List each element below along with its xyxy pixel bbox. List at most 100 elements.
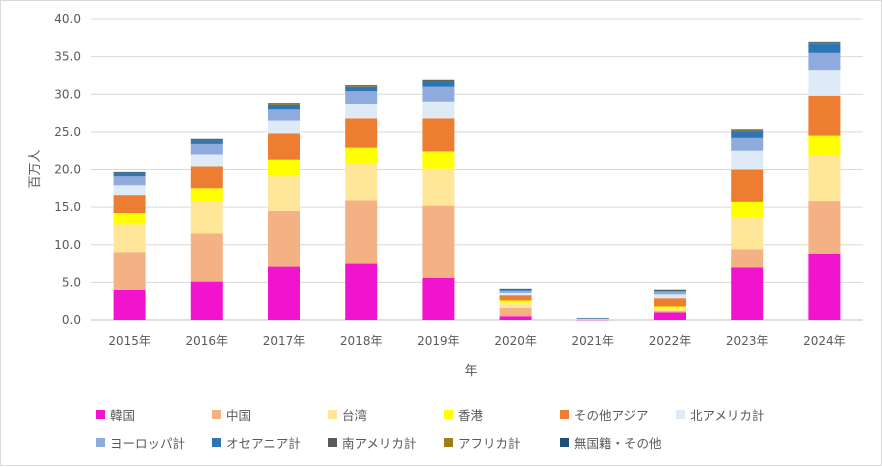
y-tick-label: 15.0 [54, 200, 81, 214]
bar-segment [808, 41, 841, 43]
bar-segment [731, 201, 764, 218]
bar-segment [268, 133, 300, 160]
x-axis-title: 年 [464, 364, 477, 379]
legend-item: 南アメリカ計 [328, 433, 416, 452]
bar-segment [731, 169, 764, 202]
x-tick-label: 2020年 [494, 334, 537, 348]
bar-segment [731, 130, 764, 132]
bar-segment [422, 79, 455, 81]
bars [113, 41, 841, 321]
legend-label: 台湾 [342, 408, 368, 423]
bar-segment [268, 109, 300, 121]
x-tick-label: 2018年 [340, 334, 383, 348]
legend-label: オセアニア計 [226, 436, 301, 451]
bar-segment [422, 80, 455, 82]
legend-label: 無国籍・その他 [574, 436, 662, 451]
bar-segment [113, 176, 146, 186]
bar-segment [422, 80, 455, 82]
y-tick-label: 35.0 [54, 50, 81, 64]
bar-segment [576, 319, 609, 320]
legend-item: その他アジア [560, 405, 649, 424]
bar-segment [731, 137, 764, 151]
bar-segment [113, 171, 146, 173]
bar-segment [268, 266, 300, 320]
bar-segment [345, 86, 378, 87]
legend-label: 中国 [226, 408, 252, 423]
bar-segment [268, 159, 300, 177]
bar-segment [731, 150, 764, 170]
bar-segment [268, 104, 300, 110]
bar-segment [654, 306, 686, 309]
legend-item: 台湾 [328, 405, 367, 424]
legend-item: 無国籍・その他 [560, 433, 662, 452]
bar-segment [113, 224, 146, 253]
legend-label: 北アメリカ計 [690, 408, 765, 423]
legend-swatch [328, 438, 337, 447]
bar-segment [499, 289, 532, 291]
bar-segment [113, 173, 146, 177]
bar-segment [268, 104, 300, 105]
bar-segment [345, 104, 378, 119]
x-tick-label: 2015年 [108, 334, 151, 348]
bar-segment [422, 277, 455, 320]
bar-segment [499, 295, 532, 301]
legend-swatch [560, 410, 569, 419]
y-tick-label: 25.0 [54, 125, 81, 139]
legend-item: オセアニア計 [212, 433, 301, 452]
x-tick-label: 2016年 [186, 334, 229, 348]
y-tick-labels: 0.0 5.0 10.0 15.0 20.0 25.0 30.0 35.0 40.0 [54, 12, 81, 327]
bar-segment [654, 310, 686, 313]
bar-segment [190, 139, 223, 141]
bar-segment [190, 201, 223, 234]
bar-segment [422, 118, 455, 152]
bar-segment [422, 168, 455, 206]
bar-segment [190, 281, 223, 320]
legend-item: 韓国 [96, 405, 135, 424]
bar-segment [190, 188, 223, 202]
bar-segment [808, 42, 841, 44]
bar-segment [499, 288, 532, 290]
bar-segment [654, 294, 686, 299]
x-tick-label: 2023年 [726, 334, 769, 348]
bar-segment [345, 91, 378, 105]
bar-segment [190, 233, 223, 282]
bar-segment [190, 154, 223, 167]
legend-swatch [212, 410, 221, 419]
bar-segment [113, 185, 146, 196]
y-tick-label: 30.0 [54, 87, 81, 101]
legend-item: 北アメリカ計 [676, 405, 764, 424]
legend-item: 香港 [444, 405, 483, 424]
bar-segment [345, 147, 378, 165]
bar-segment [499, 300, 532, 303]
bar-segment [808, 43, 841, 53]
legend-swatch [328, 410, 337, 419]
bar-segment [345, 86, 378, 92]
bar-segment [345, 164, 378, 201]
bar-segment [190, 140, 223, 144]
bar-segment [499, 307, 532, 317]
bar-segment [654, 290, 686, 292]
bar-segment [808, 70, 841, 96]
bar-segment [345, 263, 378, 320]
bar-segment [268, 120, 300, 134]
legend-item: 中国 [212, 405, 251, 424]
bar-segment [113, 289, 146, 320]
legend-swatch [676, 410, 685, 419]
bar-segment [576, 318, 609, 319]
legend-label: 韓国 [110, 408, 136, 423]
legend-swatch [444, 438, 453, 447]
x-tick-label: 2021年 [572, 334, 615, 348]
legend-swatch [212, 438, 221, 447]
x-tick-label: 2022年 [649, 334, 692, 348]
bar-segment [113, 213, 146, 225]
bar-segment [345, 118, 378, 148]
x-tick-label: 2019年 [417, 334, 460, 348]
bar-segment [268, 176, 300, 211]
bar-segment [499, 316, 532, 320]
bar-segment [808, 95, 841, 136]
bar-segment [422, 86, 455, 102]
bar-segment [654, 291, 686, 295]
x-tick-label: 2017年 [263, 334, 306, 348]
